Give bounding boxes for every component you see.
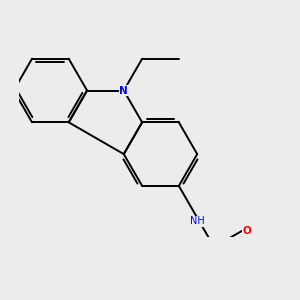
Text: NH: NH (190, 216, 205, 226)
Text: O: O (243, 226, 252, 236)
Text: N: N (119, 85, 128, 95)
